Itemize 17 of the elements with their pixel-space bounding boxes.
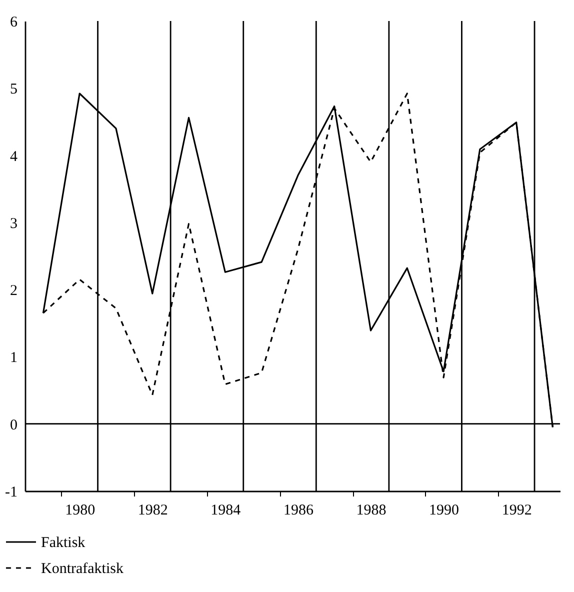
y-tick-label: 4 [10,148,18,165]
y-tick-label: 1 [10,350,18,366]
y-tick-label: 5 [10,82,18,98]
y-tick-label: 2 [10,283,18,300]
x-tick-label: 1980 [65,502,96,518]
x-tick-label: 1992 [502,502,532,518]
x-tick-label: 1990 [429,502,460,518]
x-tick-label: 1982 [138,502,168,518]
x-tick-label: 1988 [356,502,386,518]
legend-label: Faktisk [41,535,86,551]
y-tick-label: 0 [10,417,18,434]
y-tick-label: -1 [5,484,18,500]
y-tick-label: 3 [10,216,18,232]
legend-label: Kontrafaktisk [41,561,124,577]
x-tick-label: 1984 [210,502,242,518]
y-tick-label: 6 [10,14,18,30]
x-tick-label: 1986 [283,502,314,518]
